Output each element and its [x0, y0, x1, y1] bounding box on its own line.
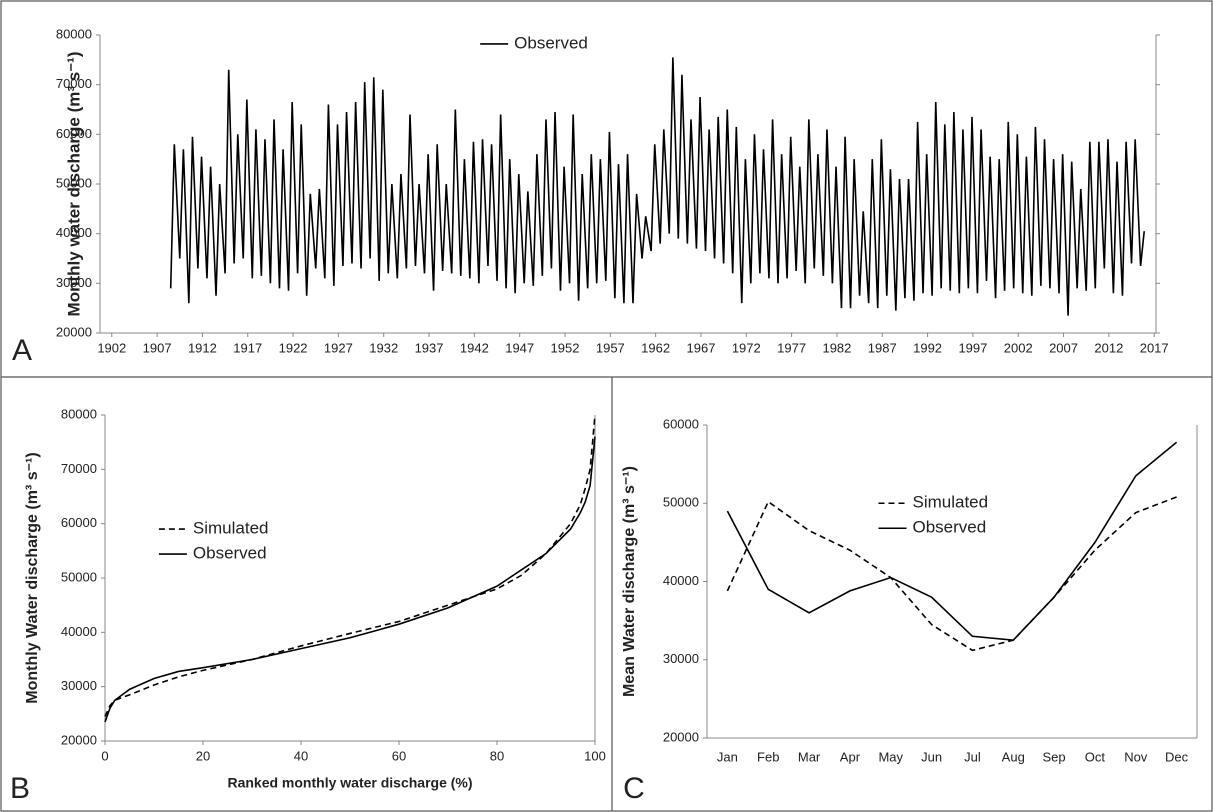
legend-label: Observed: [514, 33, 588, 52]
y-tick-label: 80000: [61, 406, 97, 421]
y-tick-label: 60000: [663, 416, 699, 431]
y-tick-label: 40000: [663, 573, 699, 588]
x-tick-label: 0: [101, 748, 108, 763]
data-line: [104, 436, 596, 723]
y-tick-label: 50000: [663, 495, 699, 510]
x-tick-label: 1932: [369, 340, 398, 355]
y-axis-label: Monthly water discharge (m³ s⁻¹): [64, 52, 83, 317]
y-tick-label: 70000: [56, 76, 92, 91]
y-tick-label: 20000: [61, 732, 97, 747]
x-tick-label: 60: [392, 748, 406, 763]
y-axis-label: Monthly Water discharge (m³ s⁻¹): [24, 452, 41, 703]
x-tick-label: 2002: [1004, 340, 1033, 355]
x-tick-label: Mar: [798, 749, 821, 764]
panel-label: B: [10, 772, 30, 805]
x-tick-label: 1972: [732, 340, 761, 355]
x-tick-label: Apr: [840, 749, 861, 764]
x-tick-label: 20: [196, 748, 210, 763]
x-tick-label: 1957: [596, 340, 625, 355]
x-tick-label: Jun: [921, 749, 942, 764]
x-tick-label: 1952: [551, 340, 580, 355]
y-tick-label: 30000: [663, 651, 699, 666]
y-tick-label: 70000: [61, 461, 97, 476]
x-tick-label: 1997: [958, 340, 987, 355]
y-tick-label: 20000: [56, 324, 92, 339]
x-tick-label: Jan: [717, 749, 738, 764]
panel-label: C: [623, 772, 645, 805]
x-tick-label: 1922: [279, 340, 308, 355]
x-tick-label: 1902: [97, 340, 126, 355]
x-tick-label: Feb: [757, 749, 779, 764]
legend-label: Simulated: [913, 493, 989, 512]
x-tick-label: 1942: [460, 340, 489, 355]
x-tick-label: 2012: [1094, 340, 1123, 355]
x-tick-label: 1947: [505, 340, 534, 355]
x-tick-label: Jul: [964, 749, 981, 764]
y-tick-label: 60000: [61, 515, 97, 530]
legend-label: Observed: [193, 544, 267, 563]
x-tick-label: 1937: [415, 340, 444, 355]
x-tick-label: 1982: [822, 340, 851, 355]
y-axis-label: Mean Water discharge (m³ s⁻¹): [621, 466, 638, 697]
x-tick-label: 2007: [1049, 340, 1078, 355]
x-tick-label: Dec: [1165, 749, 1189, 764]
x-tick-label: 1967: [687, 340, 716, 355]
y-tick-label: 80000: [56, 26, 92, 41]
legend-label: Observed: [913, 518, 987, 537]
x-tick-label: 2017: [1140, 340, 1169, 355]
x-tick-label: Oct: [1085, 749, 1106, 764]
x-tick-label: May: [878, 749, 903, 764]
x-tick-label: 1992: [913, 340, 942, 355]
y-tick-label: 60000: [56, 126, 92, 141]
x-tick-label: 1987: [868, 340, 897, 355]
x-tick-label: 100: [584, 748, 606, 763]
x-tick-label: Nov: [1124, 749, 1148, 764]
y-tick-label: 50000: [56, 175, 92, 190]
x-tick-label: 1912: [188, 340, 217, 355]
x-tick-label: 40: [294, 748, 308, 763]
x-tick-label: 1917: [233, 340, 262, 355]
y-tick-label: 30000: [56, 275, 92, 290]
panel-label: A: [12, 334, 32, 367]
y-tick-label: 30000: [61, 678, 97, 693]
y-tick-label: 40000: [56, 225, 92, 240]
x-tick-label: Sep: [1043, 749, 1066, 764]
x-tick-label: 80: [490, 748, 504, 763]
y-tick-label: 20000: [663, 729, 699, 744]
data-line: [169, 57, 1146, 316]
y-tick-label: 40000: [61, 624, 97, 639]
x-tick-label: 1977: [777, 340, 806, 355]
x-tick-label: 1927: [324, 340, 353, 355]
legend-label: Simulated: [193, 519, 269, 538]
x-axis-label: Ranked monthly water discharge (%): [227, 775, 472, 791]
data-line: [104, 414, 596, 717]
y-tick-label: 50000: [61, 569, 97, 584]
x-tick-label: Aug: [1002, 749, 1025, 764]
x-tick-label: 1907: [143, 340, 172, 355]
data-line: [726, 441, 1178, 642]
x-tick-label: 1962: [641, 340, 670, 355]
